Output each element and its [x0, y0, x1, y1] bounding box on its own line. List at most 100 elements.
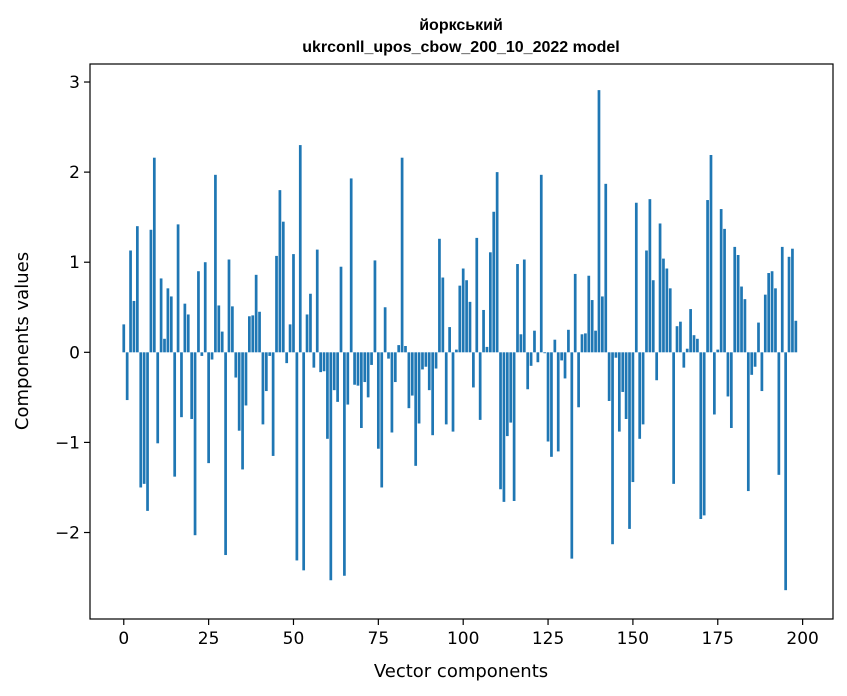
bar-24 — [203, 262, 207, 353]
bar-162 — [672, 352, 675, 484]
bar-95 — [444, 352, 448, 425]
bar-93 — [438, 238, 441, 353]
bar-72 — [366, 352, 370, 398]
bar-131 — [567, 329, 570, 353]
bar-102 — [468, 301, 472, 353]
bar-174 — [713, 352, 716, 415]
bar-148 — [624, 352, 628, 419]
chart-title-line1: йоркський — [419, 17, 503, 34]
bar-105 — [478, 352, 482, 420]
x-tick-label: 100 — [447, 629, 479, 649]
bar-138 — [590, 300, 594, 353]
bar-62 — [332, 352, 336, 391]
bar-31 — [227, 259, 231, 353]
bar-66 — [346, 352, 350, 405]
bar-42 — [264, 352, 268, 392]
bar-142 — [604, 183, 608, 353]
bar-127 — [553, 339, 557, 353]
bar-188 — [760, 352, 764, 392]
bar-129 — [560, 352, 563, 361]
x-axis-ticks: 0 25 50 75 100 125 150 175 200 — [118, 619, 819, 649]
bar-149 — [628, 352, 631, 529]
bar-2 — [129, 250, 132, 353]
bar-96 — [448, 327, 451, 353]
y-tick-label: 3 — [69, 73, 80, 93]
bar-181 — [736, 255, 740, 353]
bar-114 — [509, 352, 513, 423]
bar-41 — [261, 352, 265, 425]
bar-132 — [570, 352, 574, 559]
bar-117 — [519, 334, 523, 353]
bar-122 — [536, 352, 540, 363]
bar-21 — [193, 352, 197, 536]
bar-147 — [621, 352, 625, 392]
bar-23 — [200, 352, 204, 356]
bar-77 — [383, 307, 387, 353]
bar-197 — [791, 248, 794, 353]
bar-115 — [512, 352, 516, 501]
bar-119 — [526, 352, 530, 390]
bar-34 — [237, 352, 241, 431]
bar-175 — [716, 349, 720, 353]
x-tick-label: 150 — [617, 629, 649, 649]
bar-63 — [336, 352, 339, 402]
bar-133 — [573, 273, 577, 353]
bar-60 — [326, 352, 329, 439]
bar-128 — [556, 352, 560, 452]
bar-17 — [180, 352, 183, 418]
bar-78 — [387, 352, 390, 359]
bar-0 — [122, 324, 126, 353]
bar-4 — [135, 226, 139, 353]
bar-111 — [499, 352, 502, 490]
bar-71 — [363, 352, 367, 383]
bar-154 — [645, 250, 648, 353]
x-tick-label: 200 — [786, 629, 818, 649]
bar-176 — [719, 209, 723, 353]
bar-9 — [152, 157, 156, 353]
bar-5 — [139, 352, 143, 488]
bar-186 — [753, 352, 757, 367]
bar-7 — [146, 352, 149, 511]
bar-167 — [689, 309, 692, 353]
bar-118 — [522, 259, 526, 353]
bar-177 — [723, 228, 726, 353]
bar-113 — [505, 352, 509, 437]
bar-68 — [353, 352, 356, 385]
bar-1 — [125, 352, 129, 401]
bars-group — [122, 90, 798, 591]
bar-87 — [417, 352, 421, 424]
bar-80 — [393, 352, 397, 383]
bar-123 — [539, 174, 543, 353]
bar-36 — [244, 352, 248, 406]
bar-179 — [729, 352, 733, 428]
bar-22 — [197, 271, 200, 353]
bar-28 — [217, 305, 221, 353]
bar-184 — [746, 352, 750, 492]
bar-108 — [488, 252, 492, 353]
bar-94 — [441, 277, 445, 353]
bar-125 — [546, 352, 550, 442]
bar-182 — [740, 286, 743, 353]
bar-38 — [251, 315, 255, 353]
bar-39 — [254, 274, 258, 353]
y-tick-label: 2 — [69, 163, 80, 183]
bar-126 — [550, 352, 553, 457]
bar-150 — [631, 352, 635, 483]
bar-50 — [292, 254, 295, 353]
bar-52 — [298, 145, 302, 353]
bar-144 — [611, 352, 614, 545]
bar-194 — [780, 246, 784, 353]
bar-158 — [658, 223, 662, 353]
bar-6 — [142, 352, 146, 484]
bar-168 — [692, 335, 696, 353]
bar-139 — [594, 330, 597, 353]
bar-25 — [207, 352, 210, 464]
bar-195 — [784, 352, 788, 591]
bar-121 — [533, 330, 536, 353]
bar-40 — [258, 311, 261, 353]
bar-32 — [231, 306, 234, 353]
bar-74 — [373, 260, 377, 353]
bar-75 — [376, 352, 380, 449]
chart-title-line2: ukrconll_upos_cbow_200_10_2022 model — [302, 39, 619, 56]
